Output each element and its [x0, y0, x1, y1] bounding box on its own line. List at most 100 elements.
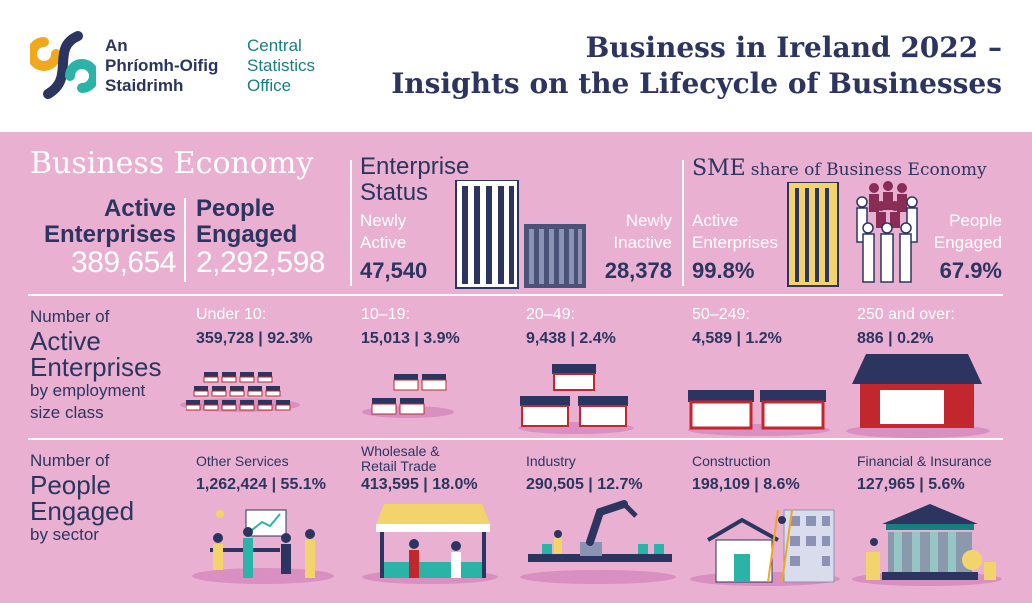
- sme-heading-rest: share of Business Economy: [750, 160, 987, 180]
- yellow-building-icon: [787, 182, 839, 287]
- size-class-250-over: 250 and over: 886 | 0.2%: [857, 306, 955, 348]
- size-class-10-19: 10–19: 15,013 | 3.9%: [361, 306, 460, 348]
- label-line: Enterprises: [43, 221, 176, 248]
- size-class-label: 50–249:: [692, 306, 750, 323]
- newly-active-label: Newly Active: [360, 210, 406, 254]
- sector-construction: Construction 198,109 | 8.6%: [692, 454, 800, 494]
- logo-irish-line: Phríomh-Oifig: [105, 56, 219, 75]
- label-line: Engaged: [933, 233, 1002, 252]
- shadow: [520, 570, 676, 584]
- sector-title: Number of People Engaged by sector: [30, 450, 134, 546]
- size-class-value: 886 | 0.2%: [857, 330, 934, 347]
- size-class-label: 250 and over:: [857, 306, 955, 323]
- sector-value: 290,505 | 12.7%: [526, 476, 643, 493]
- sector-other-services: Other Services 1,262,424 | 55.1%: [196, 454, 326, 494]
- enterprise-status-heading: Enterprise Status: [360, 154, 469, 206]
- micro-shops-icon: [186, 372, 291, 411]
- label-line: Newly: [625, 211, 672, 230]
- size-class-label: Under 10:: [196, 306, 267, 323]
- sector-label: Wholesale &: [361, 443, 440, 459]
- label-line: Active: [692, 211, 739, 230]
- title-line: by employment: [30, 381, 146, 400]
- divider: [184, 198, 186, 282]
- logo-english-text: Central Statistics Office: [247, 36, 357, 96]
- row-divider: [28, 438, 1003, 440]
- logo-irish-line: Staidrimh: [105, 76, 184, 95]
- office-meeting-icon: [210, 509, 315, 578]
- sector-value: 198,109 | 8.6%: [692, 476, 800, 493]
- people-engaged-label: People Engaged: [196, 196, 297, 248]
- label-line: Newly: [360, 211, 407, 230]
- label-line: People: [196, 195, 275, 222]
- sme-share-heading: SME share of Business Economy: [692, 156, 987, 181]
- construction-site-icon: [706, 509, 835, 583]
- sector-value: 1,262,424 | 55.1%: [196, 476, 326, 493]
- section-divider: [350, 160, 352, 286]
- factory-robot-arm-icon: [528, 500, 672, 562]
- size-class-value: 359,728 | 92.3%: [196, 330, 313, 347]
- sme-heading-main: SME: [692, 156, 746, 181]
- size-class-20-49: 20–49: 9,438 | 2.4%: [526, 306, 616, 348]
- header: An Phríomh-Oifig Staidrimh Central Stati…: [0, 0, 1032, 132]
- large-shops-icon: [688, 390, 826, 430]
- sector-label: Retail Trade: [361, 458, 437, 474]
- sector-value: 127,965 | 5.6%: [857, 476, 965, 493]
- size-class-50-249: 50–249: 4,589 | 1.2%: [692, 306, 782, 348]
- logo-english-line: Central: [247, 36, 302, 55]
- page-title: Business in Ireland 2022 – Insights on t…: [391, 30, 1002, 102]
- sme-active-value: 99.8%: [692, 258, 755, 283]
- infographic-panel: Business Economy Active Enterprises 389,…: [0, 132, 1032, 603]
- title-line-1: Business in Ireland 2022 –: [585, 31, 1002, 64]
- title-line: Number of: [30, 307, 110, 326]
- market-stall-icon: [376, 504, 490, 578]
- people-engaged-value: 2,292,598: [196, 246, 325, 279]
- enterprise-building-icon: [852, 354, 982, 428]
- label-line: People: [949, 211, 1002, 230]
- active-enterprises-value: 389,654: [71, 246, 176, 279]
- label-line: Enterprises: [692, 233, 778, 252]
- title-line: Engaged: [30, 496, 135, 526]
- sector-industry: Industry 290,505 | 12.7%: [526, 454, 643, 494]
- label-line: Active: [360, 233, 407, 252]
- label-line: Active: [103, 195, 176, 222]
- sector-label: Financial & Insurance: [857, 453, 992, 469]
- newly-active-value: 47,540: [360, 258, 428, 283]
- logo-english-line: Statistics: [247, 56, 316, 75]
- medium-shops-icon: [520, 364, 628, 427]
- sector-label: Other Services: [196, 453, 289, 469]
- title-line: Enterprises: [30, 352, 162, 382]
- sector-wholesale-retail: Wholesale & Retail Trade 413,595 | 18.0%: [361, 444, 478, 494]
- active-enterprises-label: Active Enterprises: [30, 196, 176, 248]
- cso-logo-icon: [30, 31, 96, 99]
- title-line: People: [30, 470, 111, 500]
- sector-label: Construction: [692, 453, 771, 469]
- shadow: [192, 568, 334, 584]
- office-buildings-icon: [455, 180, 586, 289]
- people-group-icon: [856, 181, 918, 283]
- sme-active-label: Active Enterprises: [692, 210, 778, 254]
- title-line: size class: [30, 403, 104, 422]
- row-divider: [28, 294, 1003, 296]
- title-line: Number of: [30, 451, 110, 470]
- business-economy-heading: Business Economy: [30, 146, 314, 181]
- sector-financial-insurance: Financial & Insurance 127,965 | 5.6%: [857, 454, 992, 494]
- title-line: by sector: [30, 525, 99, 544]
- size-class-label: 20–49:: [526, 306, 575, 323]
- logo-english-line: Office: [247, 76, 292, 95]
- sme-people-label: People Engaged: [924, 210, 1002, 254]
- size-class-value: 9,438 | 2.4%: [526, 330, 616, 347]
- logo-irish-line: An: [105, 36, 128, 55]
- section-divider: [682, 160, 684, 286]
- size-class-value: 15,013 | 3.9%: [361, 330, 460, 347]
- sme-people-value: 67.9%: [939, 258, 1002, 283]
- bank-building-icon: [866, 504, 996, 580]
- sector-value: 413,595 | 18.0%: [361, 476, 478, 493]
- heading-line: Enterprise: [360, 153, 470, 180]
- title-line-2: Insights on the Lifecycle of Businesses: [391, 67, 1002, 100]
- label-line: Engaged: [196, 221, 298, 248]
- size-class-under-10: Under 10: 359,728 | 92.3%: [196, 306, 313, 348]
- logo-irish-text: An Phríomh-Oifig Staidrimh: [105, 36, 245, 96]
- title-line: Active: [30, 326, 101, 356]
- newly-inactive-value: 28,378: [604, 258, 672, 283]
- small-shops-icon: [371, 374, 447, 415]
